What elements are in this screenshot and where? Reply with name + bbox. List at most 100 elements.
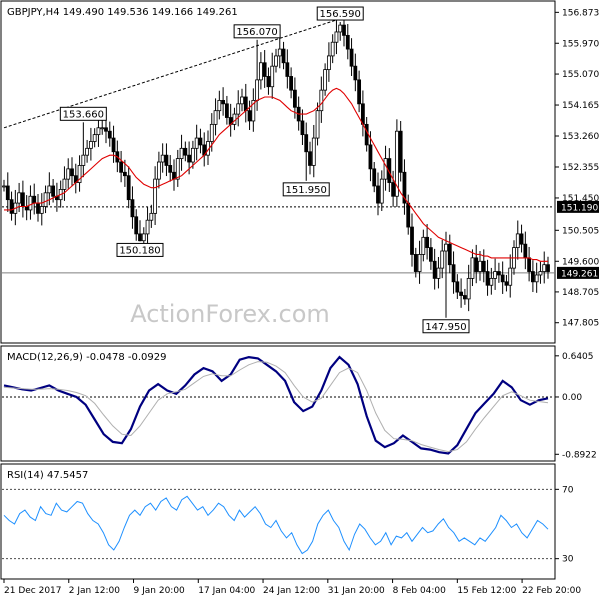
candle-body xyxy=(130,199,135,218)
candle-body xyxy=(39,206,44,214)
x-tick-label: 9 Jan 20:00 xyxy=(134,586,186,596)
candle-body xyxy=(270,65,275,88)
candle-body xyxy=(262,62,267,77)
candle-body xyxy=(542,264,547,272)
candle-body xyxy=(455,281,460,293)
candle-body xyxy=(496,271,501,276)
candle-body xyxy=(398,130,403,173)
candle-body xyxy=(2,185,6,188)
candle-body xyxy=(47,185,52,194)
candle-body xyxy=(459,291,464,296)
candle-body xyxy=(428,247,433,262)
candle-body xyxy=(221,100,226,105)
candle-body xyxy=(466,277,471,300)
candle-body xyxy=(274,55,278,67)
price-chart-title: GBPJPY,H4 149.490 149.536 149.166 149.26… xyxy=(7,7,238,18)
candle-body xyxy=(111,137,116,153)
rsi-title: RSI(14) 47.5457 xyxy=(7,470,88,481)
candle-body xyxy=(104,127,108,132)
price-annotation-box xyxy=(233,24,281,39)
candle-body xyxy=(160,154,165,163)
price-layer: 156.873 155.970 155.070 154.165 153.260 152.3… xyxy=(2,6,599,334)
candle-body xyxy=(417,254,422,272)
candle-body xyxy=(134,216,139,235)
candle-body xyxy=(66,168,71,180)
candle-body xyxy=(436,267,441,279)
price-y-tick-label: 153.260 xyxy=(562,132,599,142)
candle-body xyxy=(168,165,173,173)
candle-body xyxy=(319,89,324,112)
candle-body xyxy=(485,271,490,286)
candle-body xyxy=(489,277,494,286)
candle-body xyxy=(493,271,498,279)
candle-body xyxy=(100,127,105,130)
candle-body xyxy=(323,69,328,91)
candle-body xyxy=(451,264,456,283)
candle-body xyxy=(292,89,297,108)
candle-body xyxy=(141,233,146,242)
candle-body xyxy=(198,137,203,146)
price-annotation-box xyxy=(116,242,164,257)
candle-body xyxy=(9,199,14,214)
x-tick-label: 15 Feb 12:00 xyxy=(457,586,516,596)
current-price-label: 149.261 xyxy=(561,269,598,279)
candle-body xyxy=(383,158,388,180)
price-y-tick-label: 156.873 xyxy=(562,8,599,18)
candle-body xyxy=(209,123,214,142)
candle-body xyxy=(326,55,331,71)
macd-y-tick-label: 0.6405 xyxy=(562,352,594,362)
candle-body xyxy=(515,233,520,248)
price-y-tick-label: 147.805 xyxy=(562,319,599,329)
candle-body xyxy=(255,79,260,101)
candle-body xyxy=(527,257,532,272)
price-panel-frame xyxy=(0,0,556,344)
candle-body xyxy=(36,202,40,214)
price-annotation-label: 151.950 xyxy=(286,185,327,196)
candle-body xyxy=(357,79,362,105)
candle-body xyxy=(20,192,25,207)
candle-body xyxy=(28,195,33,211)
candle-body xyxy=(508,267,513,286)
price-annotation-box xyxy=(59,106,107,121)
candle-body xyxy=(164,154,169,166)
candle-body xyxy=(300,120,305,136)
rsi-panel-frame xyxy=(0,463,556,580)
trendline xyxy=(3,19,337,129)
candle-body xyxy=(149,212,154,221)
candle-body xyxy=(240,96,244,105)
x-tick-label: 24 Jan 12:00 xyxy=(263,586,320,596)
rsi-y-tick-label: 30 xyxy=(562,555,574,565)
candle-body xyxy=(315,110,320,139)
macd-y-tick-label: 0.00 xyxy=(562,393,582,403)
candle-body xyxy=(289,76,294,91)
macd-panel-frame xyxy=(0,345,556,462)
price-annotation-label: 153.660 xyxy=(63,109,104,120)
candle-body xyxy=(32,195,37,204)
rsi-y-tick-label: 70 xyxy=(562,485,574,495)
macd-signal-line xyxy=(3,361,549,453)
candle-body xyxy=(156,161,161,180)
level-price-marker xyxy=(557,200,599,213)
candle-body xyxy=(51,185,56,197)
candle-body xyxy=(474,257,479,272)
candle-body xyxy=(5,185,10,201)
candle-body xyxy=(534,274,539,283)
x-tick-label: 17 Jan 04:00 xyxy=(198,586,255,596)
candle-body xyxy=(62,178,67,190)
candle-body xyxy=(546,264,550,272)
candle-body xyxy=(432,260,437,279)
candle-body xyxy=(402,171,407,204)
macd-title: MACD(12,26,9) -0.0478 -0.0929 xyxy=(7,352,167,363)
x-tick-label: 31 Jan 20:00 xyxy=(328,586,385,596)
candle-body xyxy=(413,254,418,272)
candle-body xyxy=(519,233,524,245)
x-tick-label: 22 Feb 20:00 xyxy=(522,586,581,596)
candle-body xyxy=(258,62,263,81)
candle-body xyxy=(126,175,131,201)
candle-body xyxy=(187,154,192,163)
price-annotation-label: 147.950 xyxy=(425,322,466,333)
candle-body xyxy=(421,236,426,255)
candle-body xyxy=(175,158,180,180)
candle-body xyxy=(96,127,101,136)
